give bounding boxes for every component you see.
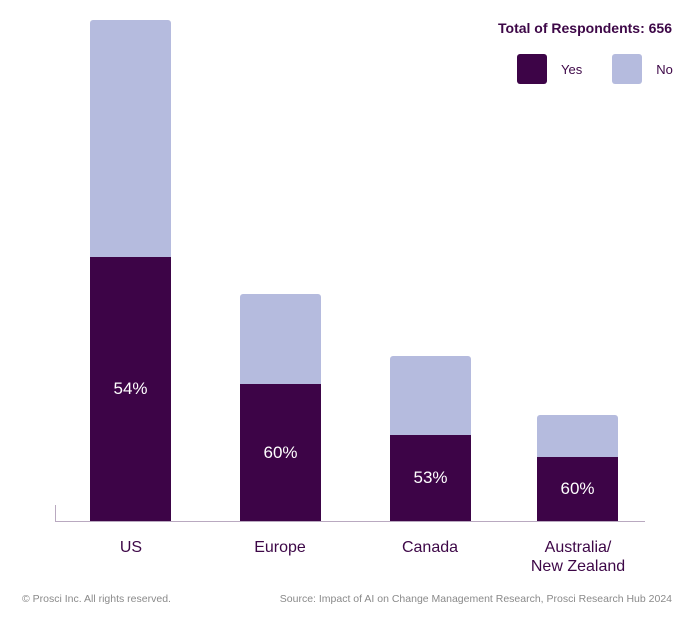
- y-axis: [55, 505, 56, 522]
- legend-no-swatch: [612, 54, 643, 84]
- bar-segment-yes: 53%: [390, 435, 471, 521]
- data-label: 54%: [113, 379, 148, 398]
- x-label-canada: Canada: [401, 539, 459, 556]
- bar-segment-yes: 60%: [240, 384, 321, 521]
- legend-yes-swatch: [517, 54, 547, 84]
- bar-europe: 60%: [240, 294, 321, 521]
- legend: Yes No: [517, 54, 700, 84]
- bar-segment-yes: 54%: [90, 257, 171, 521]
- data-label: 53%: [413, 468, 448, 487]
- bar-segment-no: [390, 356, 471, 435]
- x-label-line2: New Zealand: [530, 558, 626, 575]
- bar-segment-yes: 60%: [537, 457, 618, 521]
- legend-no-label: No: [656, 61, 673, 77]
- x-label-europe: Europe: [254, 539, 306, 556]
- x-axis: [55, 521, 645, 522]
- x-label-us: US: [119, 539, 143, 556]
- copyright: © Prosci Inc. All rights reserved.: [22, 593, 171, 605]
- bar-us: 54%: [90, 20, 171, 521]
- x-label-australia-nz: Australia/ New Zealand: [508, 538, 648, 576]
- data-label: 60%: [560, 479, 595, 498]
- bar-australia-nz: 60%: [537, 415, 618, 521]
- legend-yes-label: Yes: [561, 61, 583, 77]
- bar-segment-no: [90, 20, 171, 257]
- bar-segment-no: [537, 415, 618, 457]
- x-label-line1: Australia/: [544, 539, 612, 556]
- bar-segment-no: [240, 294, 321, 384]
- data-label: 60%: [263, 442, 298, 462]
- bar-canada: 53%: [390, 356, 471, 521]
- source-note: Source: Impact of AI on Change Managemen…: [279, 593, 672, 605]
- total-respondents: Total of Respondents: 656: [498, 20, 672, 36]
